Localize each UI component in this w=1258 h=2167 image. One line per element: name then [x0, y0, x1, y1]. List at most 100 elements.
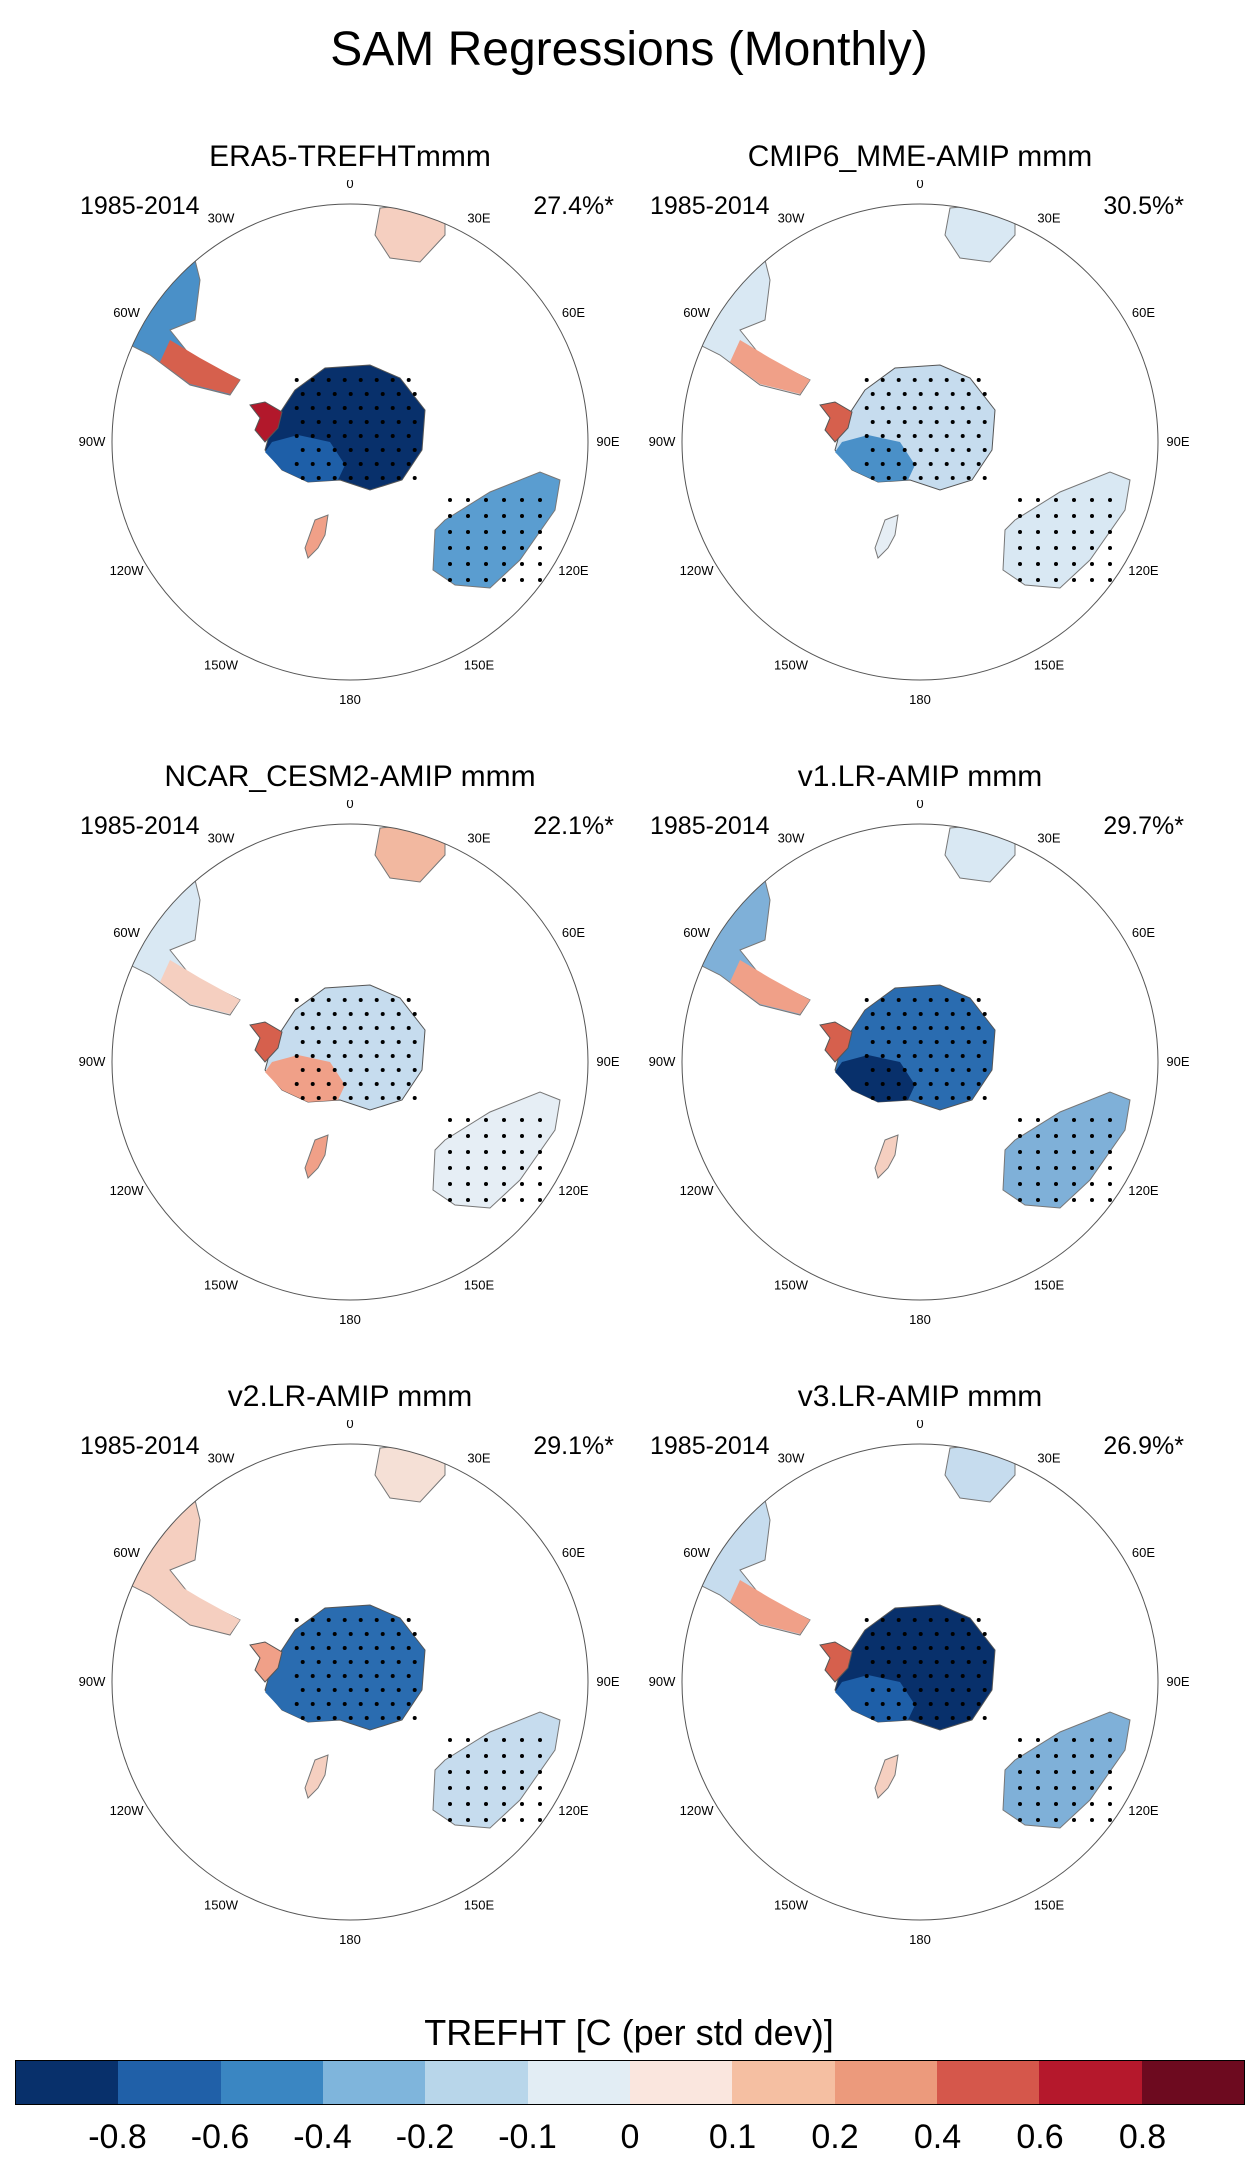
- significance-dot: [928, 434, 933, 438]
- significance-dot: [294, 378, 299, 382]
- significance-dot: [864, 406, 869, 410]
- significance-dot: [896, 1054, 901, 1058]
- longitude-label: 150E: [1034, 657, 1065, 672]
- significance-dot: [374, 1674, 379, 1678]
- significance-dot: [950, 1632, 955, 1636]
- significance-dot: [502, 1786, 506, 1790]
- significance-dot: [1036, 498, 1040, 502]
- longitude-label: 150E: [1034, 1897, 1065, 1912]
- significance-dot: [358, 434, 363, 438]
- significance-dot: [902, 1068, 907, 1072]
- significance-dot: [1054, 1150, 1058, 1154]
- significance-dot: [912, 1618, 917, 1622]
- significance-dot: [520, 1118, 524, 1122]
- significance-dot: [1108, 1150, 1112, 1154]
- colorbar-segment: [220, 2061, 323, 2104]
- significance-dot: [466, 498, 470, 502]
- significance-dot: [502, 1770, 506, 1774]
- significance-dot: [880, 434, 885, 438]
- significance-dot: [1018, 498, 1022, 502]
- west-antarctica-region: [835, 435, 915, 482]
- significance-dot: [538, 1118, 542, 1122]
- significance-dot: [380, 1040, 385, 1044]
- significance-dot: [326, 998, 331, 1002]
- significance-dot: [502, 498, 506, 502]
- significance-dot: [982, 1068, 987, 1072]
- significance-dot: [912, 998, 917, 1002]
- significance-dot: [1090, 1166, 1094, 1170]
- significance-dot: [1090, 1150, 1094, 1154]
- significance-dot: [538, 1182, 542, 1186]
- significance-dot: [300, 448, 305, 452]
- significance-dot: [944, 1026, 949, 1030]
- significance-dot: [1036, 1198, 1040, 1202]
- significance-dot: [934, 1040, 939, 1044]
- colorbar-tick-label: -0.4: [293, 2118, 352, 2156]
- significance-dot: [1018, 1198, 1022, 1202]
- significance-dot: [358, 1618, 363, 1622]
- significance-dot: [390, 1702, 395, 1706]
- colorbar-tick-label: 0.2: [811, 2118, 859, 2156]
- significance-dot: [1072, 578, 1076, 582]
- significance-dot: [332, 476, 337, 480]
- significance-dot: [390, 1674, 395, 1678]
- significance-dot: [1054, 1182, 1058, 1186]
- significance-dot: [934, 448, 939, 452]
- significance-dot: [364, 1660, 369, 1664]
- significance-dot: [1018, 1134, 1022, 1138]
- significance-dot: [502, 1134, 506, 1138]
- significance-dot: [880, 406, 885, 410]
- significance-dot: [412, 1012, 417, 1016]
- significance-dot: [342, 1082, 347, 1086]
- significance-dot: [342, 378, 347, 382]
- longitude-label: 90W: [79, 1054, 106, 1069]
- significance-dot: [538, 578, 542, 582]
- significance-dot: [502, 1182, 506, 1186]
- significance-dot: [374, 1646, 379, 1650]
- colorbar-tick-label: 0.8: [1118, 2118, 1167, 2156]
- longitude-label: 30W: [208, 831, 235, 846]
- significance-dot: [412, 420, 417, 424]
- variance-explained: 29.7%*: [1103, 812, 1184, 840]
- significance-dot: [902, 1660, 907, 1664]
- significance-dot: [310, 434, 315, 438]
- new-zealand-region: [874, 514, 899, 559]
- significance-dot: [950, 1660, 955, 1664]
- longitude-label: 30W: [778, 831, 805, 846]
- significance-dot: [886, 1688, 891, 1692]
- significance-dot: [390, 1054, 395, 1058]
- significance-dot: [960, 1702, 965, 1706]
- significance-dot: [466, 562, 470, 566]
- significance-dot: [484, 1786, 488, 1790]
- significance-dot: [326, 1674, 331, 1678]
- longitude-label: 90E: [1166, 1054, 1189, 1069]
- significance-dot: [380, 1012, 385, 1016]
- longitude-label: 0: [346, 1420, 353, 1431]
- significance-dot: [484, 1818, 488, 1822]
- longitude-label: 120W: [110, 563, 145, 578]
- significance-dot: [982, 1688, 987, 1692]
- significance-dot: [538, 1786, 542, 1790]
- significance-dot: [332, 1660, 337, 1664]
- significance-dot: [364, 1632, 369, 1636]
- significance-dot: [326, 1702, 331, 1706]
- significance-dot: [950, 476, 955, 480]
- significance-dot: [348, 448, 353, 452]
- significance-dot: [466, 1182, 470, 1186]
- longitude-label: 150W: [774, 1897, 809, 1912]
- significance-dot: [448, 514, 452, 518]
- significance-dot: [358, 1646, 363, 1650]
- significance-dot: [928, 1618, 933, 1622]
- significance-dot: [864, 378, 869, 382]
- significance-dot: [466, 1166, 470, 1170]
- significance-dot: [1108, 1754, 1112, 1758]
- significance-dot: [870, 1068, 875, 1072]
- significance-dot: [976, 1618, 981, 1622]
- significance-dot: [976, 1082, 981, 1086]
- longitude-label: 60W: [683, 1545, 710, 1560]
- significance-dot: [944, 998, 949, 1002]
- significance-dot: [1108, 546, 1112, 550]
- colorbar-tick-label: 0.6: [1016, 2118, 1064, 2156]
- significance-dot: [484, 1738, 488, 1742]
- significance-dot: [326, 1026, 331, 1030]
